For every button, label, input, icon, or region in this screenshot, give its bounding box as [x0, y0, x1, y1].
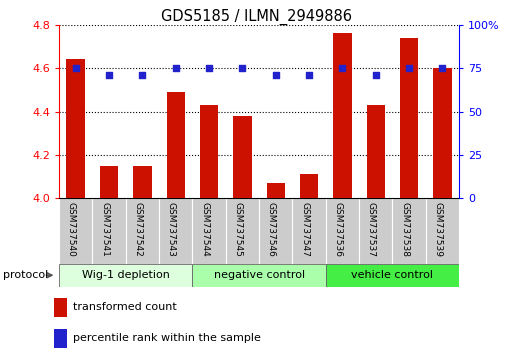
Bar [433, 68, 451, 198]
Point [305, 72, 313, 78]
Bar [326, 264, 459, 287]
Bar [359, 198, 392, 264]
Bar [167, 92, 185, 198]
Bar [367, 105, 385, 198]
Bar [259, 198, 292, 264]
Bar [233, 116, 251, 198]
Point [205, 65, 213, 71]
Text: GSM737544: GSM737544 [200, 201, 209, 256]
Bar [54, 298, 67, 317]
Text: GSM737538: GSM737538 [400, 201, 409, 257]
Point [171, 65, 180, 71]
Bar [133, 166, 151, 198]
Text: GSM737540: GSM737540 [67, 201, 76, 256]
Text: GSM737542: GSM737542 [133, 201, 143, 256]
Text: GSM737545: GSM737545 [233, 201, 242, 256]
Text: GSM737539: GSM737539 [433, 201, 442, 257]
Bar [54, 329, 67, 348]
Bar [92, 198, 126, 264]
Bar [267, 183, 285, 198]
Bar [300, 175, 318, 198]
Text: GSM737537: GSM737537 [367, 201, 376, 257]
Bar [426, 198, 459, 264]
Bar [59, 198, 92, 264]
Text: percentile rank within the sample: percentile rank within the sample [72, 333, 261, 343]
Bar [400, 38, 418, 198]
Bar [59, 264, 192, 287]
Point [338, 65, 346, 71]
Text: GSM737547: GSM737547 [300, 201, 309, 256]
Text: Wig-1 depletion: Wig-1 depletion [82, 270, 170, 280]
Text: negative control: negative control [213, 270, 305, 280]
Bar [67, 59, 85, 198]
Bar [192, 264, 326, 287]
Bar [292, 198, 326, 264]
Text: protocol: protocol [3, 270, 48, 280]
Point [71, 65, 80, 71]
Bar [326, 198, 359, 264]
Bar [333, 33, 351, 198]
Point [238, 65, 246, 71]
Bar [226, 198, 259, 264]
Text: GDS5185 / ILMN_2949886: GDS5185 / ILMN_2949886 [161, 9, 352, 25]
Point [405, 65, 413, 71]
Point [438, 65, 446, 71]
Bar [100, 166, 118, 198]
Text: GSM737541: GSM737541 [100, 201, 109, 256]
Text: transformed count: transformed count [72, 302, 176, 313]
Text: GSM737546: GSM737546 [267, 201, 276, 256]
Bar [159, 198, 192, 264]
Point [138, 72, 146, 78]
Bar [200, 105, 218, 198]
Bar [126, 198, 159, 264]
Bar [392, 198, 426, 264]
Point [371, 72, 380, 78]
Point [105, 72, 113, 78]
Text: vehicle control: vehicle control [351, 270, 433, 280]
Point [271, 72, 280, 78]
Text: GSM737536: GSM737536 [333, 201, 343, 257]
Text: GSM737543: GSM737543 [167, 201, 175, 256]
Bar [192, 198, 226, 264]
